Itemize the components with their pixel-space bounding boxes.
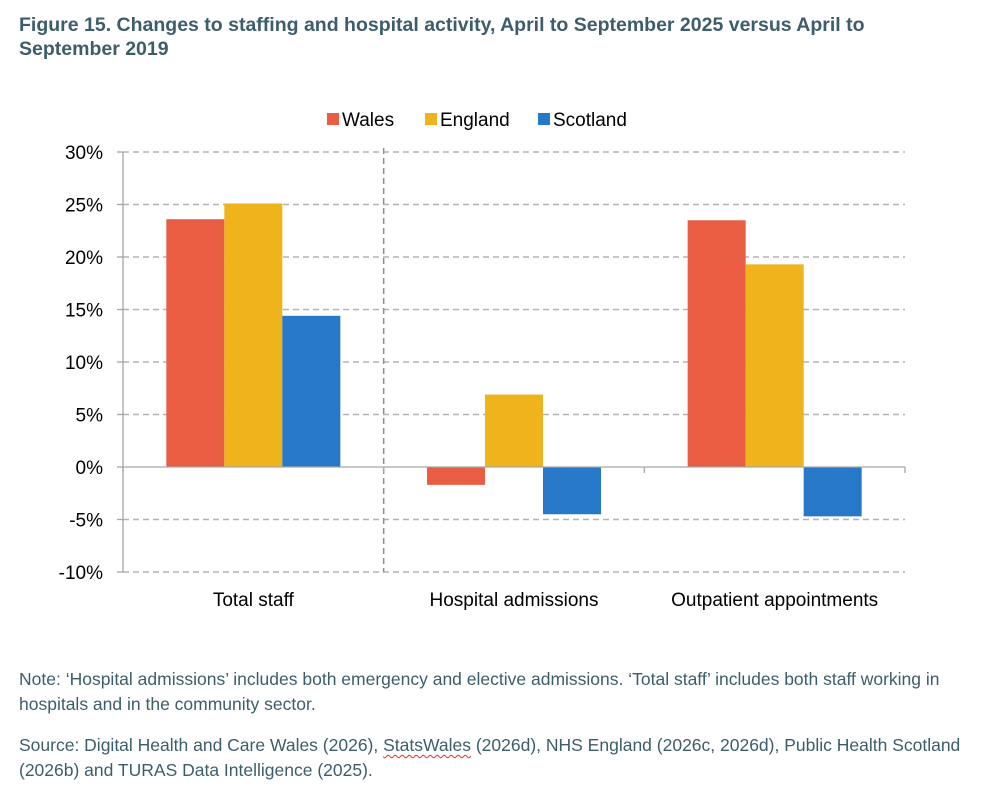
y-tick-label: 10%: [65, 353, 103, 374]
x-category-label: Outpatient appointments: [671, 590, 878, 611]
y-tick-label: 25%: [65, 196, 103, 217]
bar-chart: 30% 25% 20% 15% 10% 5% 0% -5% -10% Total staff Hos…: [59, 110, 906, 611]
bar-england-total-staff: [224, 203, 283, 467]
x-category-label: Total staff: [213, 590, 295, 611]
bar-wales-total-staff: [166, 219, 225, 467]
y-tick-label: 0%: [76, 458, 104, 479]
bar-wales-hospital-admissions: [427, 467, 485, 485]
legend-swatch-england: [425, 113, 437, 125]
bar-scotland-outpatient-appointments: [803, 467, 862, 517]
bar-england-hospital-admissions: [485, 394, 543, 467]
legend-swatch-scotland: [538, 113, 550, 125]
bar-wales-outpatient-appointments: [687, 220, 746, 467]
bar-england-outpatient-appointments: [745, 264, 804, 467]
y-tick-label: -10%: [59, 563, 103, 584]
figure-title: Figure 15. Changes to staffing and hospi…: [19, 14, 865, 60]
y-tick-label: 30%: [65, 143, 103, 164]
chart-note: Note: ‘Hospital admissions’ includes bot…: [19, 669, 940, 714]
y-tick-label: 5%: [76, 406, 104, 427]
legend-label-scotland: Scotland: [553, 110, 627, 131]
bar-scotland-hospital-admissions: [543, 467, 601, 515]
y-tick-label: 20%: [65, 248, 103, 269]
y-tick-label: -5%: [69, 511, 103, 532]
x-category-label: Hospital admissions: [430, 590, 599, 611]
bar-scotland-total-staff: [282, 315, 341, 467]
legend-label-england: England: [440, 110, 510, 131]
source-suffix: (2026d), NHS England (2026c, 2026d), Pub…: [19, 735, 961, 780]
legend-label-wales: Wales: [342, 110, 394, 131]
chart-source: Source: Digital Health and Care Wales (2…: [19, 733, 969, 782]
source-prefix: Source: Digital Health and Care Wales (2…: [19, 735, 384, 755]
legend-swatch-wales: [327, 113, 339, 125]
y-tick-label: 15%: [65, 301, 103, 322]
source-statswales: StatsWales: [383, 735, 471, 755]
